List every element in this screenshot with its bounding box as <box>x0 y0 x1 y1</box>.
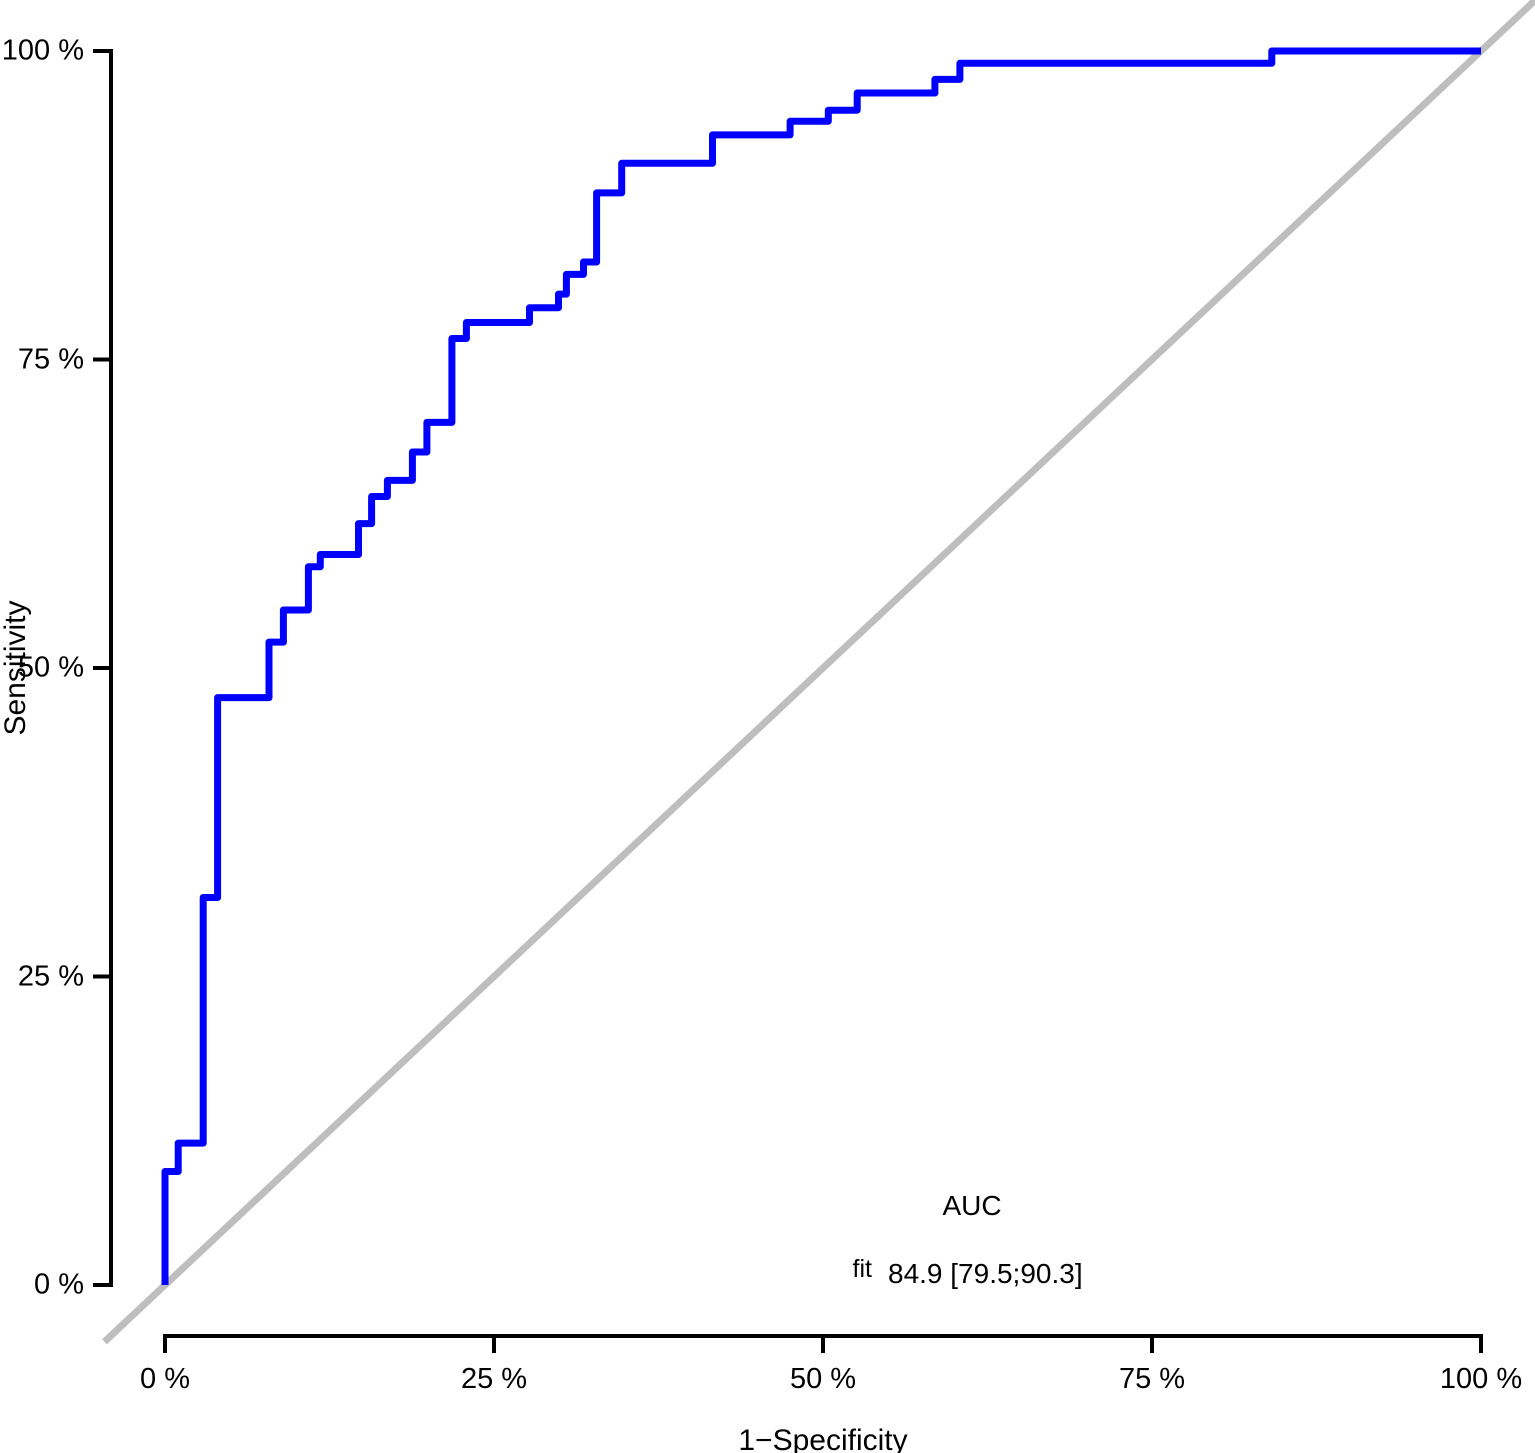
x-axis-title: 1−Specificity <box>738 1424 908 1453</box>
x-tick-label: 50 % <box>789 1363 857 1395</box>
auc-header: AUC <box>942 1190 1002 1221</box>
auc-value: 84.9 [79.5;90.3] <box>888 1258 1083 1289</box>
auc-series-label: fit <box>852 1255 872 1283</box>
y-tick-label: 100 % <box>1 34 84 67</box>
y-tick-label: 75 % <box>17 343 84 375</box>
y-axis-title: Sensitivity <box>0 600 32 736</box>
diagonal-reference-line <box>102 0 1535 1345</box>
roc-curve-line <box>161 47 1481 1285</box>
x-tick-label: 75 % <box>1118 1363 1186 1395</box>
x-tick-label: 100 % <box>1439 1363 1523 1395</box>
y-tick-label: 50 % <box>17 651 84 684</box>
y-tick-label: 25 % <box>17 960 84 992</box>
y-tick-label: 0 % <box>34 1268 84 1301</box>
x-tick-label: 0 % <box>140 1363 190 1395</box>
x-tick-label: 25 % <box>460 1363 528 1395</box>
